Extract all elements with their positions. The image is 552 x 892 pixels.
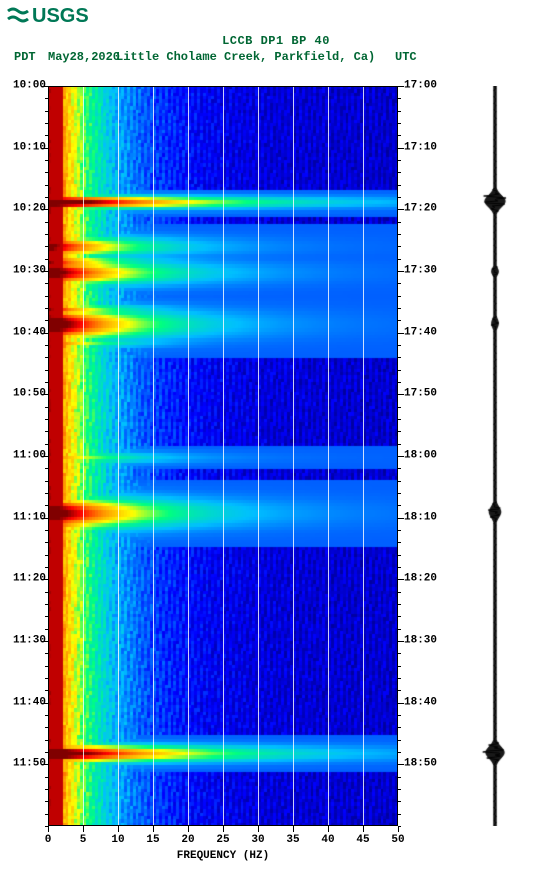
y-tick-label-left: 10:40 <box>6 327 46 338</box>
y-tick-label-left: 11:00 <box>6 451 46 462</box>
y-tick-label-left: 10:20 <box>6 204 46 215</box>
x-tick-label: 20 <box>181 834 194 846</box>
y-tick-label-right: 17:30 <box>404 266 446 277</box>
x-axis-label: FREQUENCY (HZ) <box>48 850 398 862</box>
x-tick-label: 25 <box>216 834 229 846</box>
y-tick-label-right: 18:40 <box>404 697 446 708</box>
gridline <box>188 86 189 826</box>
y-tick-label-right: 17:20 <box>404 204 446 215</box>
date-label: May28,2020 <box>48 50 120 64</box>
gridline <box>258 86 259 826</box>
y-tick-label-right: 18:30 <box>404 636 446 647</box>
x-axis: FREQUENCY (HZ) 05101520253035404550 <box>48 826 398 866</box>
y-tick-label-left: 11:50 <box>6 759 46 770</box>
x-tick-label: 45 <box>356 834 369 846</box>
timezone-right-label: UTC <box>395 50 417 64</box>
y-tick-label-right: 17:40 <box>404 327 446 338</box>
x-tick-label: 10 <box>111 834 124 846</box>
y-tick-label-left: 11:20 <box>6 574 46 585</box>
gridline <box>223 86 224 826</box>
y-tick-label-left: 10:30 <box>6 266 46 277</box>
y-tick-label-left: 10:00 <box>6 81 46 92</box>
waveform-panel <box>478 86 512 826</box>
x-tick-label: 30 <box>251 834 264 846</box>
y-tick-label-left: 11:40 <box>6 697 46 708</box>
y-tick-label-right: 17:50 <box>404 389 446 400</box>
y-axis-left: 10:0010:1010:2010:3010:4010:5011:0011:10… <box>6 86 46 826</box>
x-tick-label: 50 <box>391 834 404 846</box>
gridline <box>153 86 154 826</box>
y-tick-label-right: 17:00 <box>404 81 446 92</box>
y-tick-label-right: 18:50 <box>404 759 446 770</box>
page-root: USGS LCCB DP1 BP 40 PDT May28,2020 Littl… <box>0 0 552 892</box>
gridline <box>363 86 364 826</box>
y-tick-label-left: 11:10 <box>6 512 46 523</box>
y-tick-label-right: 18:00 <box>404 451 446 462</box>
chart-title: LCCB DP1 BP 40 <box>0 34 552 48</box>
usgs-logo-text: USGS <box>32 5 89 27</box>
waveform-canvas <box>478 86 512 826</box>
x-tick-label: 35 <box>286 834 299 846</box>
timezone-left-label: PDT <box>14 50 36 64</box>
x-tick-label: 5 <box>80 834 87 846</box>
y-axis-right: 17:0017:1017:2017:3017:4017:5018:0018:10… <box>404 86 446 826</box>
gridline <box>328 86 329 826</box>
y-tick-label-left: 10:10 <box>6 142 46 153</box>
y-tick-label-right: 18:20 <box>404 574 446 585</box>
gridline <box>118 86 119 826</box>
x-tick-label: 40 <box>321 834 334 846</box>
location-label: Little Cholame Creek, Parkfield, Ca) <box>116 50 375 64</box>
gridline <box>83 86 84 826</box>
y-tick-label-right: 17:10 <box>404 142 446 153</box>
x-tick-label: 0 <box>45 834 52 846</box>
y-tick-label-left: 11:30 <box>6 636 46 647</box>
y-tick-label-left: 10:50 <box>6 389 46 400</box>
x-tick-label: 15 <box>146 834 159 846</box>
gridline <box>293 86 294 826</box>
usgs-logo: USGS <box>6 2 100 28</box>
y-tick-label-right: 18:10 <box>404 512 446 523</box>
